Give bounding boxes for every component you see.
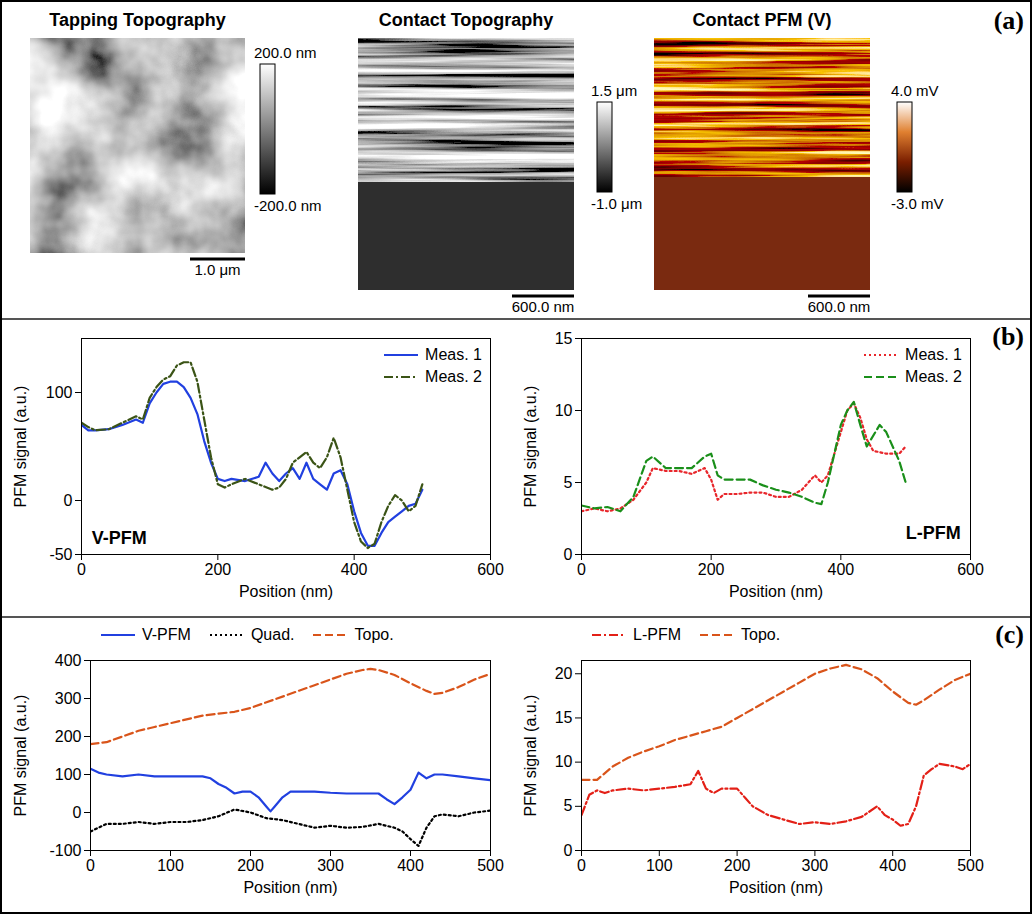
svg-text:400: 400: [341, 561, 368, 578]
svg-text:Contact Topography: Contact Topography: [379, 10, 554, 30]
svg-text:200: 200: [237, 857, 264, 874]
html-text:Meas. 2: Meas. 2: [905, 368, 962, 385]
svg-text:0: 0: [77, 561, 86, 578]
svg-text:1.0 μm: 1.0 μm: [194, 261, 240, 278]
svg-text:Contact PFM (V): Contact PFM (V): [693, 10, 832, 30]
html-text:Meas. 1: Meas. 1: [905, 346, 962, 363]
svg-text:600.0 nm: 600.0 nm: [512, 298, 575, 315]
svg-text:Position (nm): Position (nm): [729, 879, 823, 896]
svg-text:400: 400: [55, 652, 82, 669]
svg-text:500: 500: [957, 857, 984, 874]
svg-text:0: 0: [577, 561, 586, 578]
html-text:Topo.: Topo.: [741, 626, 781, 643]
svg-text:-50: -50: [49, 546, 72, 563]
html-text:Topo.: Topo.: [354, 626, 394, 643]
html-text:(a): (a): [993, 6, 1024, 35]
svg-text:0: 0: [577, 857, 586, 874]
svg-text:Position (nm): Position (nm): [729, 583, 823, 600]
html-text:Meas. 1: Meas. 1: [425, 346, 482, 363]
svg-text:0: 0: [86, 857, 95, 874]
svg-text:20: 20: [555, 665, 573, 682]
svg-text:V-PFM: V-PFM: [92, 528, 147, 548]
svg-text:PFM signal (a.u.): PFM signal (a.u.): [12, 695, 29, 817]
svg-text:PFM signal (a.u.): PFM signal (a.u.): [12, 386, 29, 508]
svg-text:-100: -100: [49, 842, 81, 859]
svg-text:300: 300: [317, 857, 344, 874]
svg-text:200: 200: [55, 728, 82, 745]
svg-text:L-PFM: L-PFM: [906, 523, 961, 543]
svg-text:300: 300: [55, 690, 82, 707]
html-text:L-PFM: L-PFM: [633, 626, 681, 643]
svg-text:PFM signal (a.u.): PFM signal (a.u.): [522, 695, 539, 817]
svg-text:0: 0: [564, 842, 573, 859]
html-text:(c): (c): [995, 620, 1024, 649]
svg-text:4.0 mV: 4.0 mV: [891, 82, 939, 99]
svg-text:5: 5: [564, 797, 573, 814]
svg-text:-1.0 μm: -1.0 μm: [591, 195, 642, 212]
svg-text:-200.0 nm: -200.0 nm: [254, 197, 322, 214]
svg-text:400: 400: [827, 561, 854, 578]
svg-text:10: 10: [555, 753, 573, 770]
svg-text:200.0 nm: 200.0 nm: [254, 44, 317, 61]
svg-text:15: 15: [555, 709, 573, 726]
svg-text:1.5 μm: 1.5 μm: [591, 82, 637, 99]
svg-text:0: 0: [64, 492, 73, 509]
svg-text:200: 200: [724, 857, 751, 874]
svg-text:Tapping Topography: Tapping Topography: [49, 10, 225, 30]
svg-text:600: 600: [477, 561, 504, 578]
svg-text:500: 500: [477, 857, 504, 874]
svg-text:Position (nm): Position (nm): [243, 879, 337, 896]
svg-text:100: 100: [646, 857, 673, 874]
svg-text:10: 10: [555, 402, 573, 419]
svg-text:100: 100: [46, 384, 73, 401]
svg-text:400: 400: [397, 857, 424, 874]
svg-text:200: 200: [698, 561, 725, 578]
svg-text:200: 200: [204, 561, 231, 578]
svg-text:0: 0: [564, 546, 573, 563]
svg-text:600.0 nm: 600.0 nm: [808, 298, 871, 315]
html-text:Quad.: Quad.: [250, 626, 295, 643]
svg-text:300: 300: [802, 857, 829, 874]
html-text:Meas. 2: Meas. 2: [425, 368, 482, 385]
svg-text:100: 100: [157, 857, 184, 874]
svg-text:15: 15: [555, 330, 573, 347]
svg-text:5: 5: [564, 474, 573, 491]
svg-text:-3.0 mV: -3.0 mV: [891, 195, 944, 212]
html-text:(b): (b): [992, 322, 1024, 351]
html-text:V-PFM: V-PFM: [142, 626, 191, 643]
svg-text:600: 600: [957, 561, 984, 578]
svg-text:Position (nm): Position (nm): [239, 583, 333, 600]
svg-text:PFM signal (a.u.): PFM signal (a.u.): [522, 386, 539, 508]
svg-text:100: 100: [55, 766, 82, 783]
svg-text:400: 400: [879, 857, 906, 874]
svg-text:0: 0: [73, 804, 82, 821]
